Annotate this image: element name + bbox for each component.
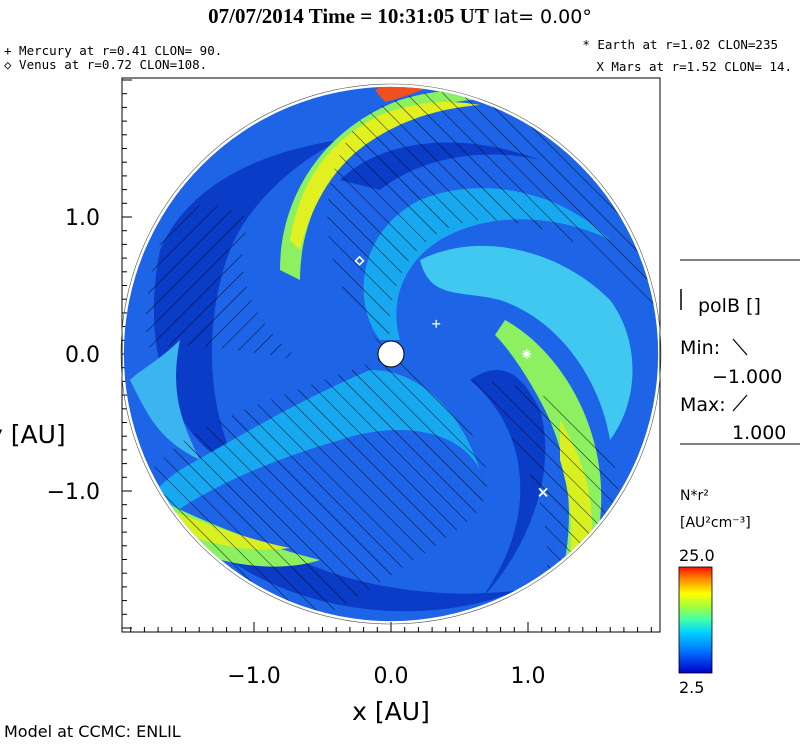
polarity-hatch-3 [146, 205, 300, 360]
colorbar-units: [AU²cm⁻³] [680, 515, 751, 531]
polarity-max-symbol [732, 394, 748, 412]
legend-venus: ◇ Venus at r=0.72 CLON=108. [4, 57, 208, 72]
polarity-max-value: 1.000 [732, 422, 787, 444]
title-lat: lat= 0.00° [493, 6, 592, 28]
planet-legend-left: + Mercury at r=0.41 CLON= 90. ◇ Venus at… [4, 44, 222, 72]
legend-mars: X Mars at r=1.52 CLON= 14. [596, 59, 792, 74]
polarity-min-label: Min: [680, 337, 721, 359]
frame-minor-ticks [122, 79, 652, 632]
sun-marker [377, 340, 405, 368]
mars-x-stroke [538, 487, 548, 498]
x-axis-label: x [AU] [352, 697, 430, 726]
colorbar-min-label: 2.5 [679, 678, 705, 697]
y-axis-label: y [AU] [0, 420, 66, 449]
earth-marker [522, 349, 532, 359]
x-tick-labels: −1.0 0.0 1.0 [227, 664, 545, 689]
mars-marker [538, 487, 548, 498]
region-red-north [375, 86, 440, 102]
y-tick-label: 1.0 [65, 206, 100, 231]
polarity-max-label: Max: [680, 394, 726, 416]
planet-legend-right: * Earth at r=1.02 CLON=235 X Mars at r=1… [582, 38, 792, 74]
region-lightblue-right [420, 245, 633, 440]
earth-star-ray [522, 350, 531, 358]
x-tick-label: 0.0 [374, 664, 409, 689]
title-time: Time = 10:31:05 UT [308, 4, 489, 28]
chart-title: 07/07/2014 Time = 10:31:05 UT lat= 0.00° [0, 4, 800, 29]
disk-outline [120, 83, 662, 625]
polarity-min-symbol [732, 338, 748, 356]
x-tick-label: −1.0 [227, 664, 280, 689]
polarity-min-value: −1.000 [712, 366, 783, 388]
venus-diamond [354, 255, 365, 266]
polarity-label: polB [] [698, 295, 761, 317]
legend-earth: * Earth at r=1.02 CLON=235 [582, 37, 778, 52]
x-tick-label: 1.0 [511, 664, 546, 689]
colorbar-label: N*r² [680, 488, 709, 504]
colorbar-max-label: 25.0 [679, 546, 715, 565]
model-credit: Model at CCMC: ENLIL [4, 722, 181, 741]
y-tick-label: −1.0 [47, 480, 100, 505]
planet-markers [354, 255, 548, 498]
legend-mercury: + Mercury at r=0.41 CLON= 90. [4, 43, 223, 58]
title-date: 07/07/2014 [208, 4, 304, 28]
y-tick-labels: 1.0 0.0 −1.0 [47, 206, 100, 505]
y-tick-label: 0.0 [65, 343, 100, 368]
region-lightblue-left [130, 340, 200, 460]
region-green-north-arm [280, 90, 520, 280]
mercury-marker [432, 319, 441, 328]
colorbar [678, 566, 713, 674]
venus-marker [354, 255, 365, 266]
